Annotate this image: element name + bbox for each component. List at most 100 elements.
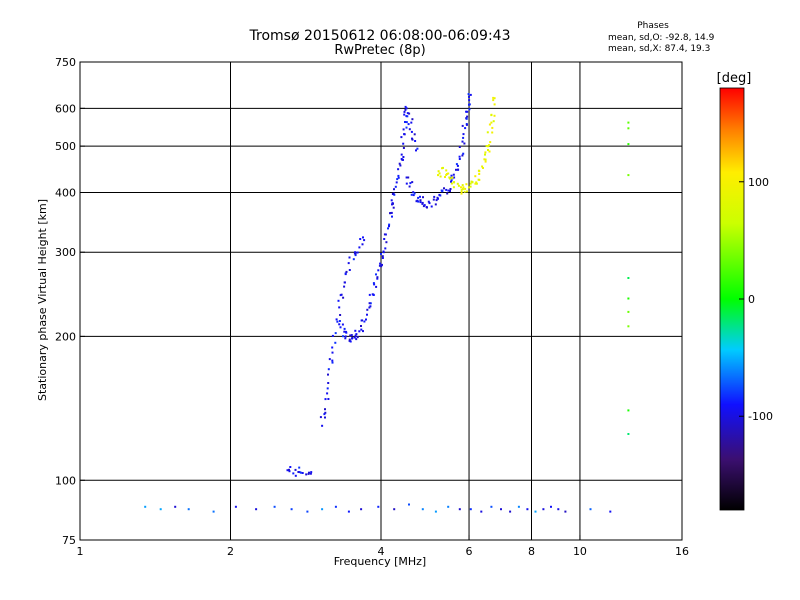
data-point — [406, 115, 409, 118]
data-point — [469, 93, 472, 96]
data-point — [286, 469, 289, 472]
data-point — [460, 188, 463, 191]
data-point — [383, 238, 386, 240]
data-point — [488, 123, 491, 126]
data-point — [430, 205, 433, 208]
data-point — [457, 184, 460, 187]
data-point — [393, 508, 396, 511]
data-point — [490, 114, 493, 117]
y-tick-label: 400 — [55, 186, 76, 199]
data-point — [298, 466, 301, 469]
data-point — [404, 108, 407, 111]
data-point — [343, 281, 346, 284]
axes: 1 2 4 6 8 10 16 75 100 200 300 400 500 600 750 — [55, 56, 689, 558]
data-point — [471, 181, 474, 184]
data-point — [493, 97, 496, 100]
data-point — [359, 238, 362, 240]
data-point — [339, 314, 342, 316]
data-point — [493, 103, 496, 106]
data-point — [348, 338, 351, 341]
data-point — [347, 510, 350, 513]
data-point — [465, 110, 468, 113]
data-point — [297, 471, 300, 473]
data-point — [441, 189, 444, 192]
data-point — [376, 277, 379, 280]
data-point — [381, 263, 383, 266]
y-tick-label: 600 — [55, 102, 76, 115]
data-point — [339, 326, 342, 329]
data-points — [144, 93, 630, 513]
data-point — [542, 508, 545, 511]
data-point — [474, 175, 477, 178]
data-point — [351, 337, 353, 340]
x-tick-label: 16 — [675, 545, 689, 558]
data-point — [627, 143, 630, 146]
data-point — [397, 168, 400, 171]
data-point — [468, 95, 470, 98]
data-point — [371, 293, 374, 296]
data-point — [405, 121, 408, 124]
data-point — [368, 302, 371, 305]
data-point — [380, 252, 382, 255]
y-axis-label: Stationary phase Virtual Height [km] — [36, 199, 49, 401]
data-point — [627, 409, 630, 412]
data-point — [400, 136, 403, 139]
data-point — [468, 99, 471, 102]
data-point — [485, 145, 488, 147]
data-point — [435, 199, 438, 202]
data-point — [349, 340, 352, 343]
data-point — [391, 215, 393, 218]
data-point — [469, 508, 472, 511]
x-tick-label: 2 — [227, 545, 234, 558]
data-point — [411, 118, 414, 121]
data-point — [484, 158, 487, 161]
data-point — [484, 153, 486, 156]
data-point — [405, 176, 408, 179]
colorbar-tick-label: 0 — [748, 293, 755, 306]
data-point — [331, 359, 334, 362]
data-point — [405, 182, 408, 185]
data-point — [381, 255, 384, 258]
data-point — [393, 188, 395, 191]
data-point — [475, 181, 478, 184]
data-point — [526, 508, 529, 511]
data-point — [336, 320, 339, 323]
data-point — [362, 330, 364, 333]
data-point — [404, 121, 406, 123]
data-point — [319, 416, 322, 419]
data-point — [627, 310, 630, 313]
data-point — [458, 158, 461, 160]
data-point — [354, 334, 357, 337]
data-point — [627, 277, 630, 279]
data-point — [301, 472, 304, 474]
data-point — [447, 505, 450, 508]
data-point — [398, 162, 401, 165]
data-point — [484, 160, 487, 163]
data-point — [369, 302, 372, 305]
data-point — [362, 236, 364, 239]
x-axis-label: Frequency [MHz] — [334, 555, 426, 568]
data-point — [491, 126, 494, 129]
data-point — [404, 105, 407, 108]
data-point — [627, 325, 630, 328]
data-point — [428, 202, 431, 205]
data-point — [462, 152, 465, 155]
data-point — [421, 508, 424, 511]
data-point — [337, 299, 340, 302]
data-point — [458, 508, 461, 511]
data-point — [408, 128, 411, 131]
data-point — [309, 472, 312, 475]
data-point — [375, 273, 377, 276]
data-point — [456, 164, 459, 167]
data-point — [482, 167, 484, 169]
data-point — [361, 319, 364, 322]
data-point — [321, 508, 324, 511]
data-point — [400, 158, 403, 160]
data-point — [465, 117, 468, 120]
data-point — [490, 121, 493, 124]
data-point — [465, 123, 468, 126]
data-point — [437, 170, 440, 173]
data-point — [589, 508, 592, 511]
data-point — [397, 174, 400, 177]
